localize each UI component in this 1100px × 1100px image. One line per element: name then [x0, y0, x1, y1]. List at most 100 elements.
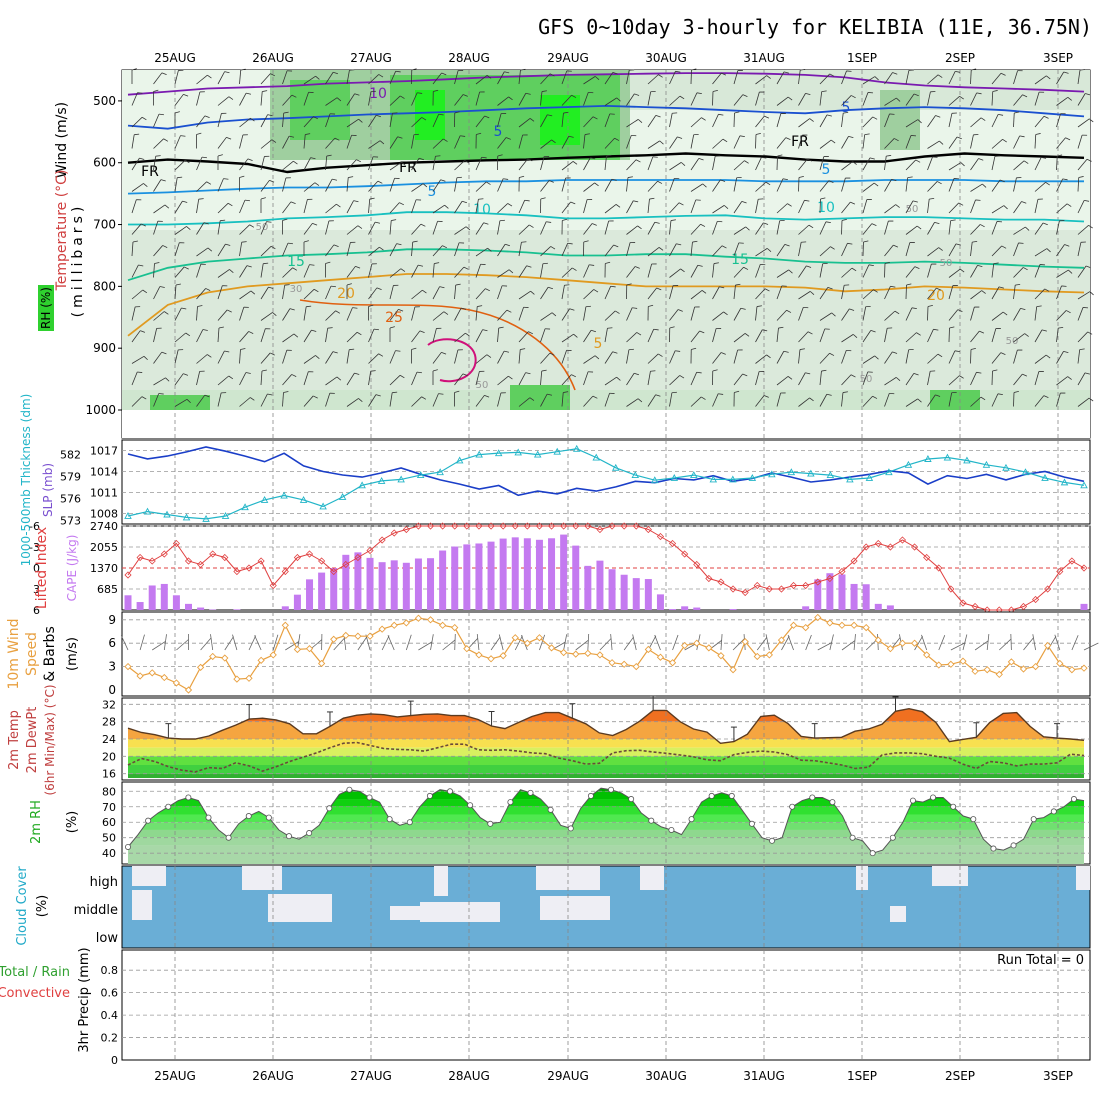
- wind-speed-point: [947, 660, 955, 668]
- wind-barb: [303, 223, 313, 235]
- precip-frame: [121, 949, 1091, 1061]
- wind-barb: [647, 222, 656, 235]
- wind-barb: [819, 114, 828, 128]
- wind-barb-flag: [240, 348, 246, 350]
- wind-barb-flag: [1043, 395, 1049, 398]
- wind-barb-flag: [378, 353, 384, 357]
- wind-barb-flag: [972, 240, 978, 243]
- wind-barb-flag: [848, 135, 854, 139]
- wind-barb-flag: [1064, 244, 1070, 247]
- wind-barb-flag: [336, 97, 342, 102]
- wind-barb-flag: [1002, 138, 1007, 143]
- wind-barb: [905, 266, 916, 278]
- wind-barb: [454, 307, 462, 321]
- wind-barb: [432, 221, 438, 235]
- wind-barb: [368, 221, 376, 235]
- wind-barb: [927, 115, 936, 128]
- wind-barb: [819, 312, 832, 321]
- wind-barb: [475, 75, 488, 85]
- wind-barb-flag: [843, 111, 849, 114]
- wind-barb: [131, 396, 143, 407]
- wind-barb: [561, 201, 571, 214]
- wind-10m-barb: [224, 636, 234, 651]
- wind-barb: [733, 160, 745, 171]
- wind-barb: [669, 350, 676, 364]
- ylabel-speed: Speed: [24, 632, 40, 676]
- thickness-point: [826, 471, 835, 479]
- rh-point: [547, 806, 554, 813]
- wind-barb-flag: [891, 178, 897, 182]
- wind-barb: [991, 311, 1004, 321]
- rh-point: [507, 799, 514, 806]
- rh-band: [128, 845, 1084, 864]
- wind-speed-point: [184, 686, 193, 694]
- wind-barb-flag: [718, 113, 724, 116]
- wind-barb-flag: [245, 372, 251, 374]
- wind-barb: [626, 93, 635, 106]
- wind-barb-flag: [805, 372, 811, 375]
- bottom-date-label: 28AUG: [448, 1069, 490, 1083]
- wind-barb-flag: [228, 375, 234, 380]
- wind-speed-point: [1007, 658, 1016, 666]
- wind-barb: [153, 113, 160, 128]
- wind-barb: [325, 156, 328, 171]
- wind-barb: [282, 267, 293, 278]
- wind-barb: [497, 220, 501, 235]
- wind-barb: [798, 134, 803, 149]
- wind-barb: [841, 308, 850, 321]
- wind-barb-flag: [691, 347, 697, 350]
- wind-barb: [669, 392, 673, 407]
- wind-barb: [905, 159, 917, 171]
- wind-barb-flag: [913, 373, 919, 376]
- wind-barb: [346, 349, 350, 364]
- wind-barb: [239, 199, 246, 214]
- wind-barb-flag: [137, 92, 143, 94]
- wind-barb: [454, 135, 461, 149]
- wind-barb-flag: [722, 138, 728, 143]
- wind-barb-flag: [957, 309, 963, 312]
- wind-barb-flag: [314, 182, 320, 186]
- wind-barb: [260, 312, 273, 321]
- thickness-tick-label: 573: [60, 514, 81, 527]
- wind-barb-flag: [742, 94, 748, 97]
- lifted-point: [572, 522, 580, 530]
- wind-barb-flag: [669, 326, 675, 329]
- wind-barb-flag: [485, 288, 491, 292]
- wind-barb-flag: [959, 268, 965, 273]
- wind-barb: [948, 162, 962, 171]
- wind-barb: [411, 199, 417, 214]
- wind-barb: [346, 331, 358, 343]
- wind-10m-barb: [333, 637, 345, 651]
- wind-barb-flag: [374, 221, 381, 224]
- wind-barb: [260, 114, 268, 128]
- lifted-point: [209, 550, 217, 558]
- wind-barb: [518, 242, 522, 257]
- wind-barb: [755, 371, 760, 386]
- wind-barb-flag: [1088, 224, 1093, 229]
- thickness-point: [729, 475, 737, 483]
- lifted-point: [184, 557, 193, 565]
- wind-barb-flag: [444, 204, 449, 209]
- thickness-point: [865, 474, 874, 481]
- wind-barb: [798, 291, 811, 300]
- wind-barb: [153, 328, 158, 343]
- wind-barb-flag: [141, 396, 147, 400]
- cape-bar: [826, 573, 834, 610]
- wind-barb: [776, 220, 781, 235]
- wind-barb-flag: [927, 304, 933, 307]
- lifted-point: [729, 585, 737, 593]
- rh-point: [668, 826, 675, 833]
- wind-barb: [970, 396, 982, 407]
- wind-barb-flag: [892, 72, 898, 75]
- cape-bar: [850, 583, 858, 610]
- wind-barb-flag: [175, 283, 181, 286]
- wind-barb-flag: [616, 97, 621, 102]
- thickness-point: [377, 476, 386, 484]
- wind-barb-flag: [331, 178, 338, 181]
- rh-point: [1050, 808, 1057, 815]
- thickness-point: [592, 453, 601, 461]
- wind-barb: [561, 161, 574, 171]
- temp-band: [128, 739, 1084, 748]
- wind-barb-flag: [283, 391, 289, 393]
- thickness-tick-label: 582: [60, 449, 81, 462]
